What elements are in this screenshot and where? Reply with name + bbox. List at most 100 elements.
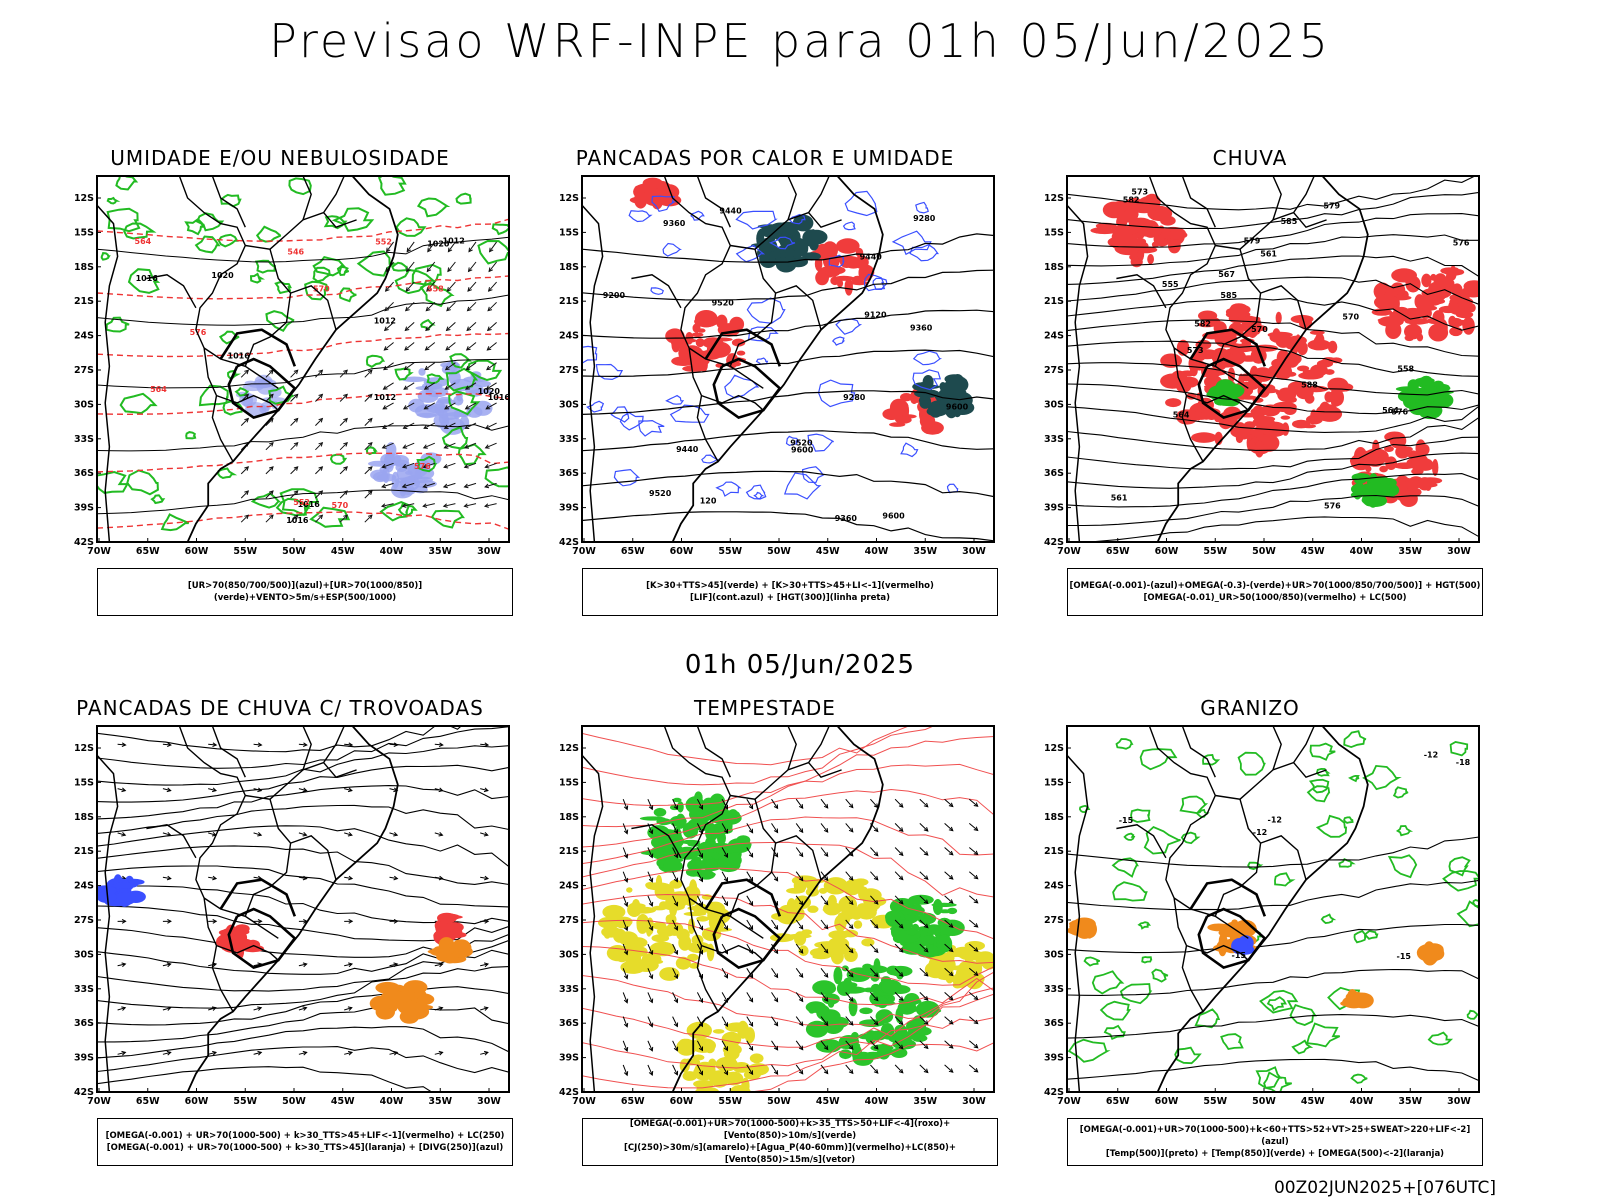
panel-tempestade[interactable]: TEMPESTADE 12S 15S 18S 21S 24S 27S 30S 33S 36S 39… <box>530 696 1000 1186</box>
wind-vector-850 <box>944 943 954 952</box>
contour-label: 1016 <box>488 393 511 402</box>
streamline-arrow <box>393 1050 399 1056</box>
map-pancadas-calor[interactable]: 9600960096009520952095209440944093609360… <box>530 174 1000 574</box>
streamline-arrow <box>344 1007 352 1011</box>
wind-vector <box>423 424 429 429</box>
wind-vector <box>446 306 451 312</box>
map-background <box>1067 726 1479 1092</box>
humidity-green-contour <box>194 235 221 254</box>
wind-vector-850 <box>968 847 979 855</box>
jet-yellow-area <box>964 948 972 967</box>
panel-granizo[interactable]: GRANIZO -12 -15 -12 -12 -18 -15 -15 12S 15S 18S 21… <box>1015 696 1485 1186</box>
wind-vector-850 <box>647 968 653 979</box>
streamline-arrow <box>483 962 490 968</box>
contour-label: 564 <box>1382 406 1399 415</box>
jet-yellow-area <box>615 918 632 929</box>
wind-vector <box>486 382 497 390</box>
wind-vector-850 <box>845 847 854 857</box>
wind-vector <box>427 247 432 253</box>
state-border <box>1214 293 1262 367</box>
streamline-arrow <box>211 1006 217 1011</box>
humidity-blue-area <box>408 398 425 413</box>
wind-vector-850 <box>898 899 904 905</box>
lat-tick-label: 24S <box>74 881 94 892</box>
wind-vector-850 <box>771 871 779 882</box>
wind-vector-850 <box>771 992 779 1002</box>
wind-vector-850 <box>773 949 779 955</box>
rain-red-area <box>1165 230 1188 240</box>
wind-vector <box>244 417 250 423</box>
state-border <box>754 249 822 330</box>
lifted-index-blue-contour <box>735 210 778 230</box>
panel-pancadas-calor[interactable]: PANCADAS POR CALOR E UMIDADE 9600 9600 960… <box>530 146 1000 636</box>
streamline-850-red <box>582 816 994 865</box>
wind-vector <box>427 241 436 252</box>
map-granizo[interactable]: -12-15-12-12-18-15-1512S15S18S21S24S27S3… <box>1015 724 1485 1124</box>
state-border <box>302 726 312 771</box>
wind-vector <box>383 362 394 371</box>
jet-yellow-area <box>626 887 633 893</box>
thunderstorm-red-area <box>234 924 250 934</box>
wind-vector-850 <box>873 996 879 1002</box>
jet-yellow-area <box>603 929 611 939</box>
geopotential-500-contour <box>1067 340 1479 377</box>
lon-tick-label: 60W <box>670 546 694 557</box>
wind-vector <box>269 393 274 399</box>
lon-tick-label: 50W <box>767 546 791 557</box>
wind-vector-850 <box>672 919 678 931</box>
wind-vector-850 <box>648 853 654 859</box>
wind-vector <box>464 424 470 429</box>
wind-vector <box>423 503 435 507</box>
rain-red-area <box>1297 365 1310 372</box>
divergence-blue-area <box>114 891 137 906</box>
height-300-contour <box>582 430 994 452</box>
wind-vector-850 <box>622 871 628 883</box>
wind-vector-850 <box>696 895 703 906</box>
temp-850-green-contour <box>1442 870 1479 892</box>
wind-vector <box>465 422 477 429</box>
lon-tick-label: 70W <box>572 546 596 557</box>
wind-vector-850 <box>848 900 854 906</box>
wind-vector-850 <box>848 996 854 1002</box>
wind-vector <box>425 342 436 351</box>
lon-tick-label: 50W <box>1252 546 1276 557</box>
wind-vector-850 <box>746 968 754 978</box>
heat-storm-teal-area <box>939 382 947 391</box>
streamline-arrow <box>162 743 171 746</box>
wind-vector-850 <box>623 998 629 1004</box>
humidity-green-contour <box>150 494 166 505</box>
wind-vector-850 <box>771 1016 779 1026</box>
map-chuva[interactable]: 585 588 585 582 579 576 573 570 567 564 561 558 555 5… <box>1015 174 1485 574</box>
heat-storm-red-area <box>697 328 706 333</box>
streamline-arrow <box>483 831 489 837</box>
thickness-red-dashed <box>97 275 509 300</box>
contour-label: 9280 <box>843 393 866 402</box>
state-border <box>1272 176 1282 221</box>
streamline-arrow <box>121 1050 127 1056</box>
lon-tick-label: 65W <box>621 1096 645 1107</box>
panel-pancadas-trovoadas[interactable]: PANCADAS DE CHUVA C/ TROVOADAS 12S 15S 18S… <box>45 696 515 1186</box>
rain-red-area <box>1235 432 1244 444</box>
wind-vector-850 <box>698 853 703 859</box>
streamline-arrow <box>121 962 127 968</box>
wind-vector <box>424 402 436 410</box>
temp-850-green-contour <box>1274 872 1296 887</box>
humidity-blue-area <box>416 412 437 418</box>
temp-850-green-contour <box>1143 825 1181 855</box>
lat-tick-label: 42S <box>559 1087 579 1098</box>
pressure-black-contour <box>97 424 509 452</box>
lat-tick-label: 36S <box>1044 1018 1064 1029</box>
streamline-arrow <box>257 1006 263 1011</box>
state-border <box>146 274 197 309</box>
wind-vector-850 <box>968 871 979 880</box>
wind-vector <box>425 301 436 312</box>
panel-chuva[interactable]: CHUVA 585 588 585 582 579 576 573 570 567 564 561 5… <box>1015 146 1485 636</box>
streamline-arrow <box>484 742 490 748</box>
streamline-arrow <box>434 832 443 836</box>
wind-vector <box>403 385 409 390</box>
map-umidade[interactable]: 1016 102010121016102010161012101610121016… <box>45 174 515 574</box>
country-border <box>1189 878 1267 917</box>
panel-umidade[interactable]: UMIDADE E/OU NEBULOSIDADE 1016 1020 1012 10… <box>45 146 515 636</box>
